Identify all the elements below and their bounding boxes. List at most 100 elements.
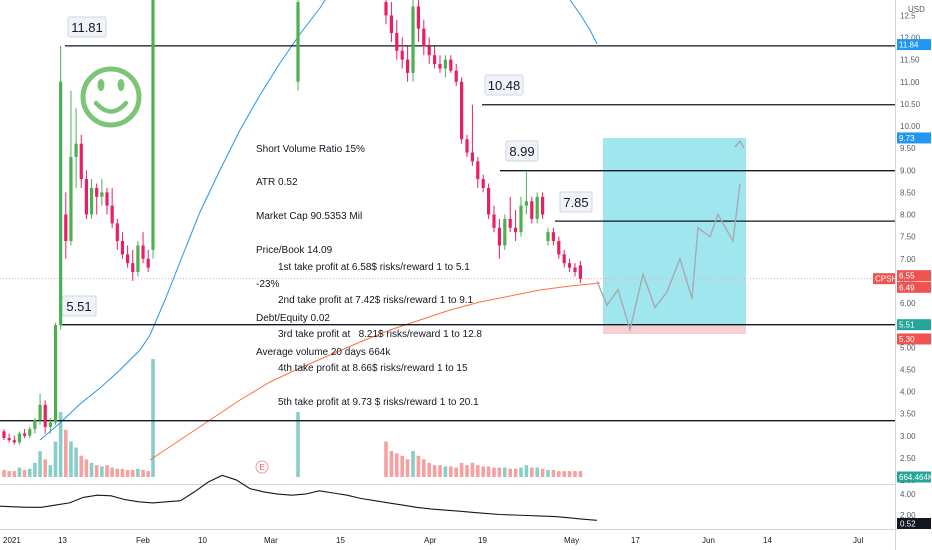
take-profit-2: 2nd take profit at 7.42$ risks/reward 1 …: [278, 295, 474, 307]
stop-zone: [603, 324, 746, 334]
candle-body: [95, 187, 99, 197]
level-label-box: [67, 16, 107, 38]
price-badge-text: 9.73: [899, 134, 915, 143]
volume-bar: [151, 359, 155, 477]
volume-bar: [2, 469, 6, 477]
candle-body: [524, 201, 528, 206]
candle-body: [53, 325, 58, 423]
price-badge-text: 664.464K: [899, 473, 932, 482]
volume-bar: [524, 465, 529, 477]
volume-bar: [578, 471, 583, 477]
ma-red-line: [149, 282, 601, 461]
candle-body: [449, 59, 453, 71]
candle-body: [433, 55, 437, 65]
volume-bar: [389, 451, 394, 477]
volume-bar: [513, 468, 518, 477]
candle-body: [481, 179, 485, 188]
candle-body: [12, 440, 16, 443]
volume-bar: [27, 468, 32, 477]
volume-bar: [400, 455, 404, 477]
candle-body: [389, 15, 393, 34]
volume-bar: [125, 469, 130, 477]
candle-body: [100, 192, 104, 197]
level-label: 8.99: [509, 144, 534, 159]
price-badges: 11.84 9.73 CPSH 6.55 6.49 5.51 5.30 664.464K 0.5…: [873, 39, 932, 529]
candle-body: [296, 2, 300, 82]
volume-bar: [432, 465, 437, 477]
volume-bar: [141, 469, 145, 477]
volume-bar: [503, 467, 507, 477]
price-badge: [897, 132, 931, 144]
candles: [2, 0, 582, 445]
volume-bar: [411, 451, 415, 477]
candle-body: [64, 214, 68, 242]
stat-atr: ATR 0.52: [256, 177, 298, 189]
projection-path[interactable]: [596, 139, 745, 333]
volume-bar: [120, 468, 125, 477]
volume-bar: [476, 465, 480, 477]
candle-body: [59, 81, 63, 326]
stat-avg-volume: Average volume 20 days 664k: [256, 346, 391, 358]
volume-bar: [58, 412, 63, 477]
candle-body: [105, 192, 109, 206]
volume-bar: [33, 462, 37, 477]
level-label: 11.81: [71, 20, 103, 35]
price-badge: [897, 333, 931, 345]
volume-bar: [94, 465, 99, 477]
candle-body: [28, 429, 32, 436]
price-tick: 7.50: [900, 233, 916, 242]
candle-body: [438, 64, 442, 69]
candle-body: [427, 46, 431, 56]
candle-body: [38, 404, 42, 421]
price-tick: 3.00: [900, 432, 916, 441]
volume-bar: [7, 471, 11, 477]
time-tick: Feb: [136, 536, 150, 545]
volume-bar: [146, 471, 150, 477]
level-label-box: [484, 74, 524, 96]
volume-bar: [535, 467, 539, 477]
price-tick: 9.00: [900, 166, 916, 175]
volume-bar: [74, 447, 78, 477]
time-tick: Jun: [702, 536, 715, 545]
candle-body: [546, 232, 550, 242]
candle-body: [535, 196, 539, 219]
volume-bar: [438, 465, 442, 477]
time-tick: Apr: [424, 536, 437, 545]
price-tick: 9.50: [900, 144, 916, 153]
indicator-badge: [897, 518, 931, 529]
candle-body: [508, 218, 512, 228]
currency-label: USD: [908, 5, 925, 14]
horizontal-levels[interactable]: 11.81 10.48 8.99 7.85 5.51: [0, 16, 895, 422]
candle-body: [568, 263, 572, 268]
volume-bar: [562, 471, 566, 477]
volume-bars: [2, 359, 583, 477]
volume-bar: [427, 462, 431, 477]
price-tick: 6.50: [900, 277, 916, 286]
candle-body: [74, 143, 78, 157]
volume-bar: [17, 467, 22, 477]
volume-bar: [449, 466, 453, 477]
candle-body: [84, 179, 88, 215]
volume-bar: [459, 462, 464, 477]
time-tick: Jul: [853, 536, 863, 545]
stat-short-volume: Short Volume Ratio 15%: [256, 143, 365, 155]
candle-body: [17, 433, 22, 443]
volume-bar: [557, 471, 561, 477]
volume-bar: [79, 455, 84, 477]
volume-bar: [540, 468, 545, 477]
volume-bar: [519, 467, 523, 477]
price-badge-text: 11.84: [899, 41, 919, 50]
take-profit-1: 1st take profit at 6.58$ risks/reward 1 …: [278, 261, 470, 273]
projection-line: [596, 183, 741, 333]
volume-bar: [395, 453, 399, 477]
price-badge-text: 5.30: [899, 335, 915, 344]
earnings-marker[interactable]: E: [255, 460, 269, 474]
candle-body: [514, 227, 518, 233]
volume-bar: [405, 459, 410, 477]
price-badge: [897, 281, 931, 293]
time-tick: 2021: [3, 536, 21, 545]
candle-body: [69, 156, 73, 242]
risk-reward-tool[interactable]: [603, 137, 746, 334]
smiley-icon[interactable]: [80, 66, 142, 128]
